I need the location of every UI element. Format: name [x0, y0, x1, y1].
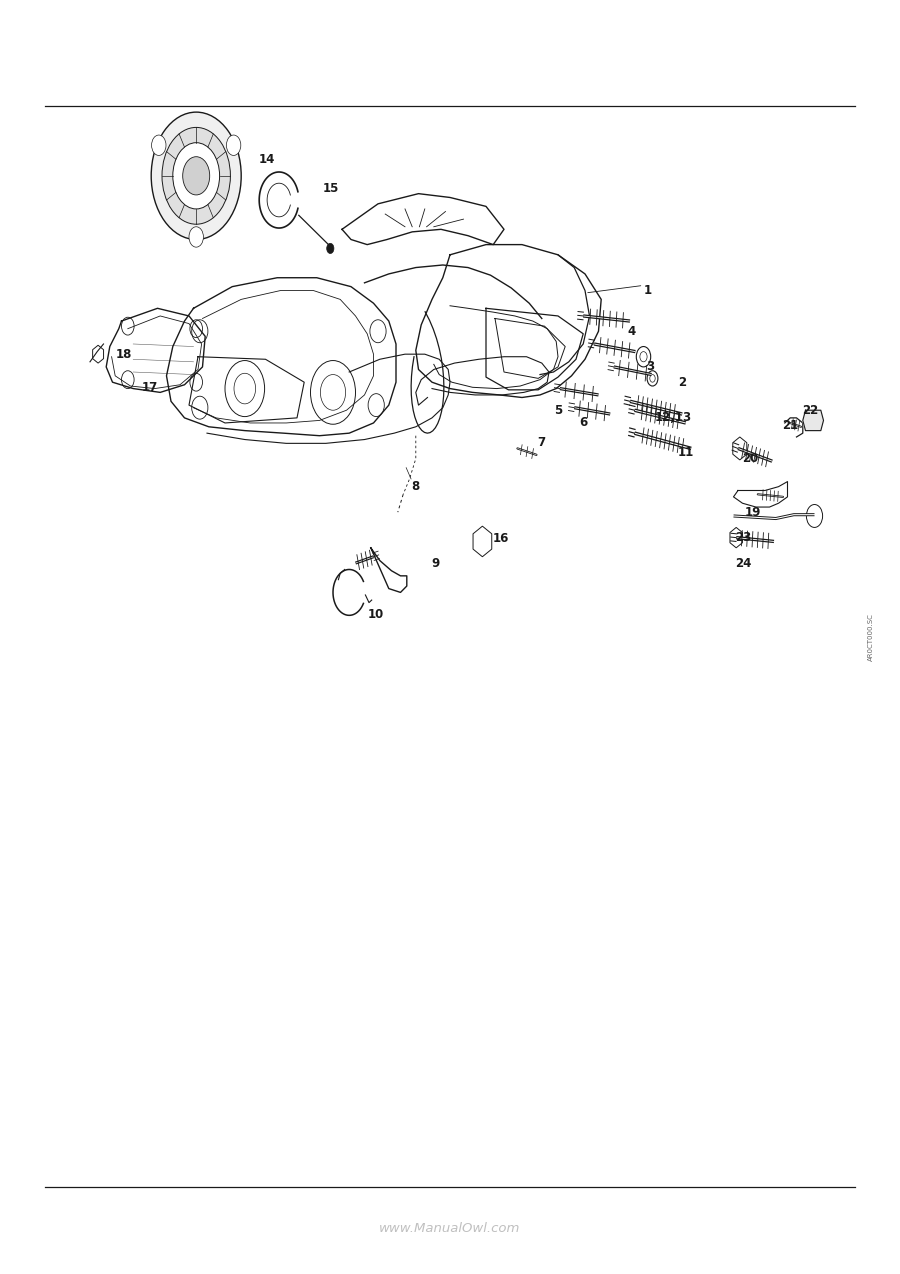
Polygon shape — [733, 437, 747, 460]
Text: 1: 1 — [644, 284, 652, 297]
Text: 22: 22 — [802, 404, 818, 417]
Circle shape — [162, 127, 230, 224]
Circle shape — [173, 143, 220, 209]
Text: 3: 3 — [645, 361, 654, 373]
Text: 18: 18 — [116, 348, 132, 361]
Text: 16: 16 — [492, 533, 508, 545]
Polygon shape — [473, 526, 491, 557]
Circle shape — [227, 135, 241, 155]
Circle shape — [327, 243, 334, 254]
Circle shape — [183, 157, 210, 195]
Text: 15: 15 — [323, 182, 339, 195]
Text: 4: 4 — [627, 325, 636, 338]
Text: 20: 20 — [742, 452, 759, 465]
Text: 11: 11 — [678, 446, 694, 459]
Text: 8: 8 — [411, 480, 420, 493]
Text: 17: 17 — [141, 381, 158, 394]
Circle shape — [806, 505, 823, 527]
Text: 5: 5 — [554, 404, 562, 417]
Text: 19: 19 — [744, 506, 760, 519]
Text: 24: 24 — [735, 557, 752, 569]
Text: 23: 23 — [735, 531, 752, 544]
Polygon shape — [803, 410, 824, 431]
Circle shape — [636, 347, 651, 367]
Text: www.ManualOwl.com: www.ManualOwl.com — [379, 1222, 521, 1235]
Polygon shape — [730, 527, 742, 548]
Text: AR0CT000.SC: AR0CT000.SC — [868, 613, 874, 661]
Circle shape — [151, 135, 166, 155]
Text: 10: 10 — [368, 608, 384, 620]
Text: 2: 2 — [678, 376, 687, 389]
Text: 7: 7 — [537, 436, 546, 448]
Text: 6: 6 — [579, 417, 588, 429]
Text: 14: 14 — [258, 153, 274, 166]
Polygon shape — [93, 345, 104, 363]
Circle shape — [647, 371, 658, 386]
Circle shape — [151, 112, 241, 240]
Text: 21: 21 — [782, 419, 798, 432]
Text: 9: 9 — [431, 557, 440, 569]
Text: 12,13: 12,13 — [654, 412, 692, 424]
Circle shape — [189, 227, 203, 247]
